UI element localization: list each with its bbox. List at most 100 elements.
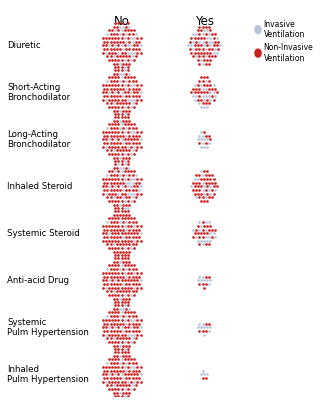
Point	[122, 50, 127, 56]
Point	[122, 230, 127, 236]
Point	[111, 60, 116, 67]
Point	[133, 46, 139, 52]
Point	[122, 299, 127, 306]
Point	[120, 85, 126, 92]
Point	[116, 215, 121, 222]
Point	[128, 364, 134, 370]
Point	[122, 57, 127, 63]
Point	[200, 93, 205, 99]
Point	[209, 46, 215, 52]
Point	[111, 194, 116, 200]
Point	[132, 42, 137, 48]
Point	[105, 382, 110, 388]
Point	[124, 154, 129, 161]
Point	[130, 46, 135, 52]
Point	[114, 93, 119, 99]
Point	[120, 53, 126, 60]
Point	[125, 356, 131, 363]
Point	[130, 172, 135, 178]
Point	[106, 176, 112, 182]
Point	[125, 168, 131, 175]
Point	[116, 74, 121, 81]
Point	[120, 234, 126, 240]
Point	[215, 38, 221, 45]
Point	[213, 38, 218, 45]
Point	[116, 349, 121, 355]
Point	[138, 89, 143, 96]
Point	[113, 96, 118, 103]
Point	[119, 277, 124, 284]
Point	[138, 35, 143, 41]
Point	[206, 281, 212, 287]
Point	[124, 212, 129, 218]
Point	[117, 226, 123, 233]
Point	[119, 208, 124, 214]
Point	[133, 85, 139, 92]
Point	[119, 89, 124, 96]
Point	[133, 266, 139, 272]
Point	[113, 284, 118, 291]
Point	[125, 346, 131, 353]
Point	[193, 31, 199, 37]
Point	[125, 324, 131, 330]
Point	[120, 194, 126, 200]
Point	[130, 360, 135, 366]
Point	[205, 183, 210, 190]
Point	[124, 234, 129, 240]
Point	[105, 38, 110, 45]
Point	[197, 320, 202, 327]
Point	[201, 104, 207, 110]
Point	[103, 183, 109, 190]
Point	[113, 42, 118, 48]
Point	[211, 42, 216, 48]
Point	[114, 100, 119, 106]
Point	[127, 24, 132, 30]
Point	[113, 205, 118, 212]
Point	[138, 277, 143, 284]
Point	[124, 281, 129, 287]
Point	[206, 273, 212, 280]
Point	[200, 219, 205, 225]
Point	[128, 223, 134, 229]
Point	[124, 78, 129, 84]
Point	[116, 208, 121, 214]
Point	[114, 360, 119, 366]
Point	[108, 226, 113, 233]
Point	[119, 346, 124, 353]
Point	[132, 89, 137, 96]
Point	[113, 27, 118, 34]
Point	[119, 198, 124, 204]
Point	[128, 262, 134, 269]
Point	[195, 89, 200, 96]
Point	[214, 35, 219, 41]
Point	[119, 114, 124, 120]
Point	[127, 296, 132, 302]
Point	[113, 349, 118, 355]
Point	[135, 378, 140, 385]
Point	[125, 144, 131, 150]
Point	[116, 270, 121, 276]
Point	[117, 187, 123, 193]
Point	[108, 132, 113, 139]
Point	[125, 161, 131, 167]
Point	[133, 187, 139, 193]
Point	[211, 183, 216, 190]
Point	[105, 31, 110, 37]
Point	[119, 82, 124, 88]
Point	[198, 190, 204, 197]
Point	[111, 248, 116, 255]
Point	[197, 194, 202, 200]
Point	[116, 292, 121, 298]
Point	[192, 42, 197, 48]
Point	[106, 151, 112, 157]
Point	[100, 317, 105, 323]
Point	[122, 190, 127, 197]
Point	[124, 140, 129, 146]
Point	[132, 223, 137, 229]
Point	[113, 245, 118, 251]
Point	[209, 172, 215, 178]
Point	[100, 82, 105, 88]
Point	[201, 238, 207, 244]
Point	[119, 299, 124, 306]
Point	[128, 245, 134, 251]
